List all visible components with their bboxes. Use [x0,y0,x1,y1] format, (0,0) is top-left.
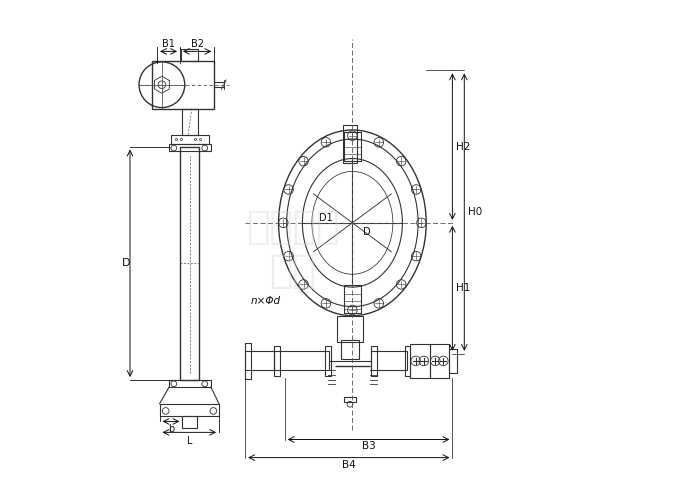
Text: B2: B2 [190,39,204,49]
Bar [449,349,457,373]
Bar [274,346,279,376]
Text: B3: B3 [362,442,375,451]
Bar [326,346,331,376]
Text: H0: H0 [468,207,482,217]
Bar [169,380,211,387]
Bar [153,61,214,109]
Bar [172,135,209,144]
Bar [342,340,358,359]
Bar [245,343,251,379]
Text: D1: D1 [319,213,333,223]
Bar [430,344,449,377]
Bar [183,109,197,135]
Text: H2: H2 [456,142,470,152]
Bar [183,416,197,428]
Bar [180,147,199,380]
Text: B1: B1 [162,39,175,49]
Bar [274,352,328,370]
Text: D: D [122,258,130,268]
Bar [372,346,377,376]
Bar [245,352,274,370]
Bar [344,132,361,161]
Bar [410,344,430,377]
Text: H1: H1 [456,283,470,293]
Bar [344,397,356,402]
Bar [405,346,410,376]
Text: L: L [187,436,192,445]
Text: n×Φd: n×Φd [251,297,281,307]
Bar [181,49,197,61]
Bar [160,404,219,416]
Bar [343,125,357,163]
Bar [372,352,407,370]
Bar [169,144,211,151]
Text: B4: B4 [342,459,356,469]
Text: D: D [363,228,370,238]
Text: b: b [168,424,174,434]
Bar [337,316,363,342]
Text: 南京电力
控制: 南京电力 控制 [246,208,340,290]
Bar [344,285,361,313]
